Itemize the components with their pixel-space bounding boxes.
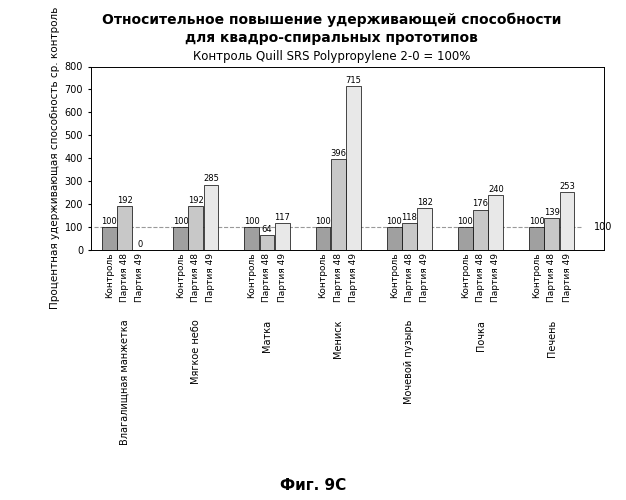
- Text: Фиг. 9C: Фиг. 9C: [280, 478, 346, 492]
- Text: 100: 100: [244, 216, 260, 226]
- Text: 100: 100: [386, 216, 402, 226]
- Bar: [102, 227, 116, 250]
- Bar: [331, 159, 346, 250]
- Bar: [473, 210, 488, 250]
- Text: 100: 100: [529, 216, 545, 226]
- Text: 192: 192: [116, 196, 132, 204]
- Text: 396: 396: [330, 149, 346, 158]
- Text: Относительное повышение удерживающей способности: Относительное повышение удерживающей спо…: [102, 12, 562, 27]
- Bar: [458, 227, 473, 250]
- Text: Мочевой пузырь: Мочевой пузырь: [404, 320, 414, 404]
- Bar: [117, 206, 132, 250]
- Bar: [260, 236, 274, 250]
- Bar: [188, 206, 203, 250]
- Bar: [346, 86, 361, 250]
- Text: 100: 100: [595, 222, 613, 232]
- Bar: [488, 195, 503, 250]
- Text: 118: 118: [401, 212, 418, 222]
- Text: 176: 176: [473, 200, 488, 208]
- Text: 0: 0: [137, 240, 142, 250]
- Text: 240: 240: [488, 184, 504, 194]
- Text: 285: 285: [203, 174, 219, 184]
- Text: для квадро-спиральных прототипов: для квадро-спиральных прототипов: [185, 31, 478, 45]
- Text: Печень: Печень: [546, 320, 557, 357]
- Bar: [275, 223, 290, 250]
- Text: Контроль Quill SRS Polypropylene 2-0 = 100%: Контроль Quill SRS Polypropylene 2-0 = 1…: [193, 50, 471, 63]
- Y-axis label: Процентная удерживающая способность ср. контроль: Процентная удерживающая способность ср. …: [51, 7, 61, 310]
- Text: Мениск: Мениск: [333, 320, 343, 358]
- Text: 182: 182: [417, 198, 433, 207]
- Bar: [560, 192, 575, 250]
- Bar: [203, 184, 218, 250]
- Text: Мягкое небо: Мягкое небо: [191, 320, 201, 384]
- Bar: [387, 227, 402, 250]
- Text: 100: 100: [315, 216, 331, 226]
- Bar: [244, 227, 259, 250]
- Bar: [417, 208, 432, 250]
- Text: 100: 100: [458, 216, 473, 226]
- Text: 253: 253: [559, 182, 575, 190]
- Bar: [545, 218, 559, 250]
- Text: 64: 64: [262, 225, 272, 234]
- Bar: [316, 227, 331, 250]
- Text: 715: 715: [346, 76, 361, 84]
- Text: 100: 100: [101, 216, 117, 226]
- Bar: [529, 227, 544, 250]
- Text: 139: 139: [544, 208, 560, 216]
- Text: 100: 100: [173, 216, 188, 226]
- Bar: [173, 227, 188, 250]
- Text: Матка: Матка: [262, 320, 272, 352]
- Bar: [402, 223, 417, 250]
- Text: Почка: Почка: [476, 320, 486, 350]
- Text: Влагалищная манжетка: Влагалищная манжетка: [120, 320, 130, 446]
- Text: 192: 192: [188, 196, 203, 204]
- Text: 117: 117: [274, 213, 290, 222]
